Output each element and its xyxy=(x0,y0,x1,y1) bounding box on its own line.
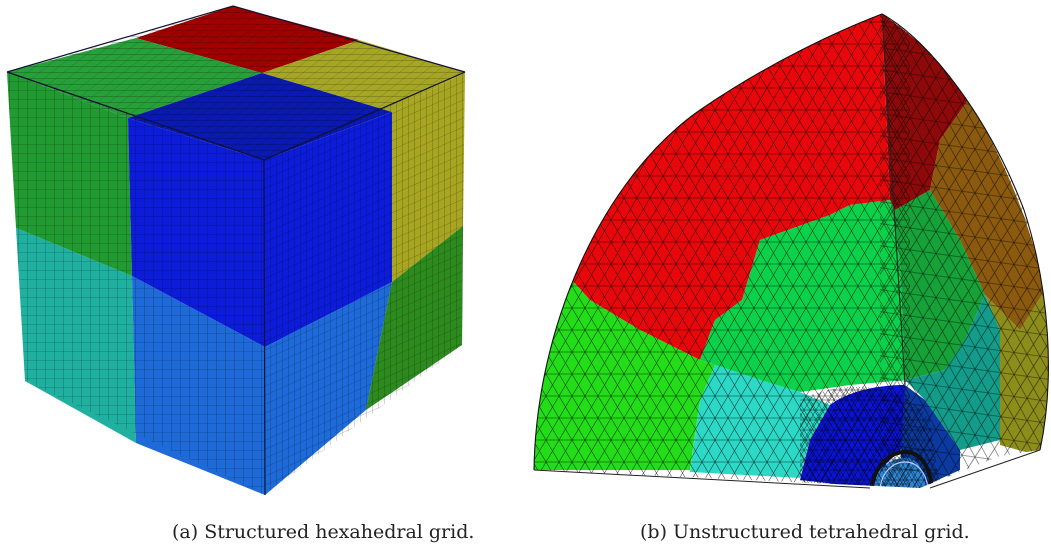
caption-b: (b) Unstructured tetrahedral grid. xyxy=(640,521,970,543)
caption-a: (a) Structured hexahedral grid. xyxy=(172,521,475,543)
